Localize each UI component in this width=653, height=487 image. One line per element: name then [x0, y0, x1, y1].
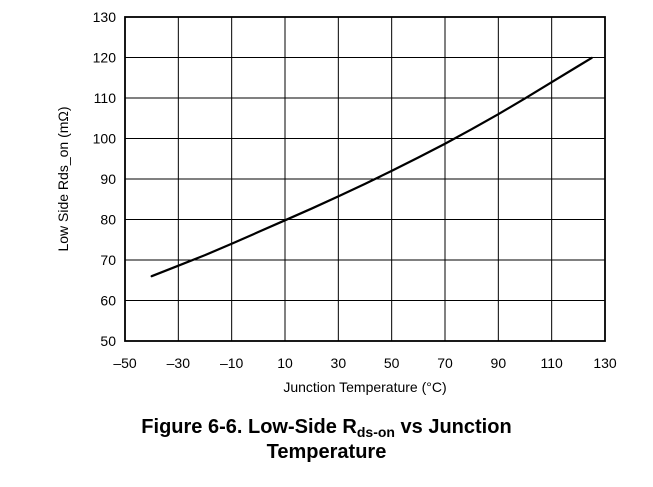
y-tick-label: 60 — [100, 293, 116, 309]
x-tick-label: 110 — [541, 355, 564, 371]
y-tick-label: 100 — [93, 131, 117, 147]
caption-subscript: ds-on — [356, 424, 395, 440]
figure-caption: Figure 6-6. Low-Side Rds-on vs Junction … — [0, 415, 653, 465]
plot-frame — [124, 16, 606, 342]
x-tick-label: 70 — [437, 355, 453, 371]
y-tick-labels: 50 60 70 80 90 100 110 120 130 — [93, 9, 117, 349]
x-tick-label: 90 — [491, 355, 507, 371]
y-tick-label: 50 — [100, 333, 116, 349]
x-tick-label: –30 — [167, 355, 191, 371]
y-tick-label: 80 — [100, 212, 116, 228]
y-tick-label: 120 — [93, 50, 117, 66]
y-tick-label: 110 — [94, 90, 117, 106]
caption-line-2: Temperature — [266, 441, 387, 463]
x-tick-label: 30 — [331, 355, 347, 371]
series-line — [150, 56, 593, 278]
x-tick-label: 10 — [277, 355, 293, 371]
y-axis-label: Low Side Rds_on (mΩ) — [55, 106, 71, 251]
x-axis-label: Junction Temperature (°C) — [283, 379, 446, 395]
x-tick-label: 50 — [384, 355, 400, 371]
caption-suffix: vs Junction — [394, 416, 512, 438]
x-tick-labels: –50 –30 –10 10 30 50 70 90 110 130 — [113, 355, 617, 371]
x-tick-label: –10 — [220, 355, 244, 371]
chart: –50 –30 –10 10 30 50 70 90 110 130 50 60 70 80 90 100 1… — [55, 9, 617, 395]
caption-line-1: Figure 6-6. Low-Side Rds-on vs Junction — [0, 415, 653, 440]
y-tick-label: 90 — [100, 171, 116, 187]
x-tick-label: 130 — [593, 355, 617, 371]
y-tick-label: 130 — [93, 9, 117, 25]
y-tick-label: 70 — [100, 252, 116, 268]
caption-prefix: Figure 6-6. Low-Side R — [141, 416, 357, 438]
x-tick-label: –50 — [113, 355, 137, 371]
